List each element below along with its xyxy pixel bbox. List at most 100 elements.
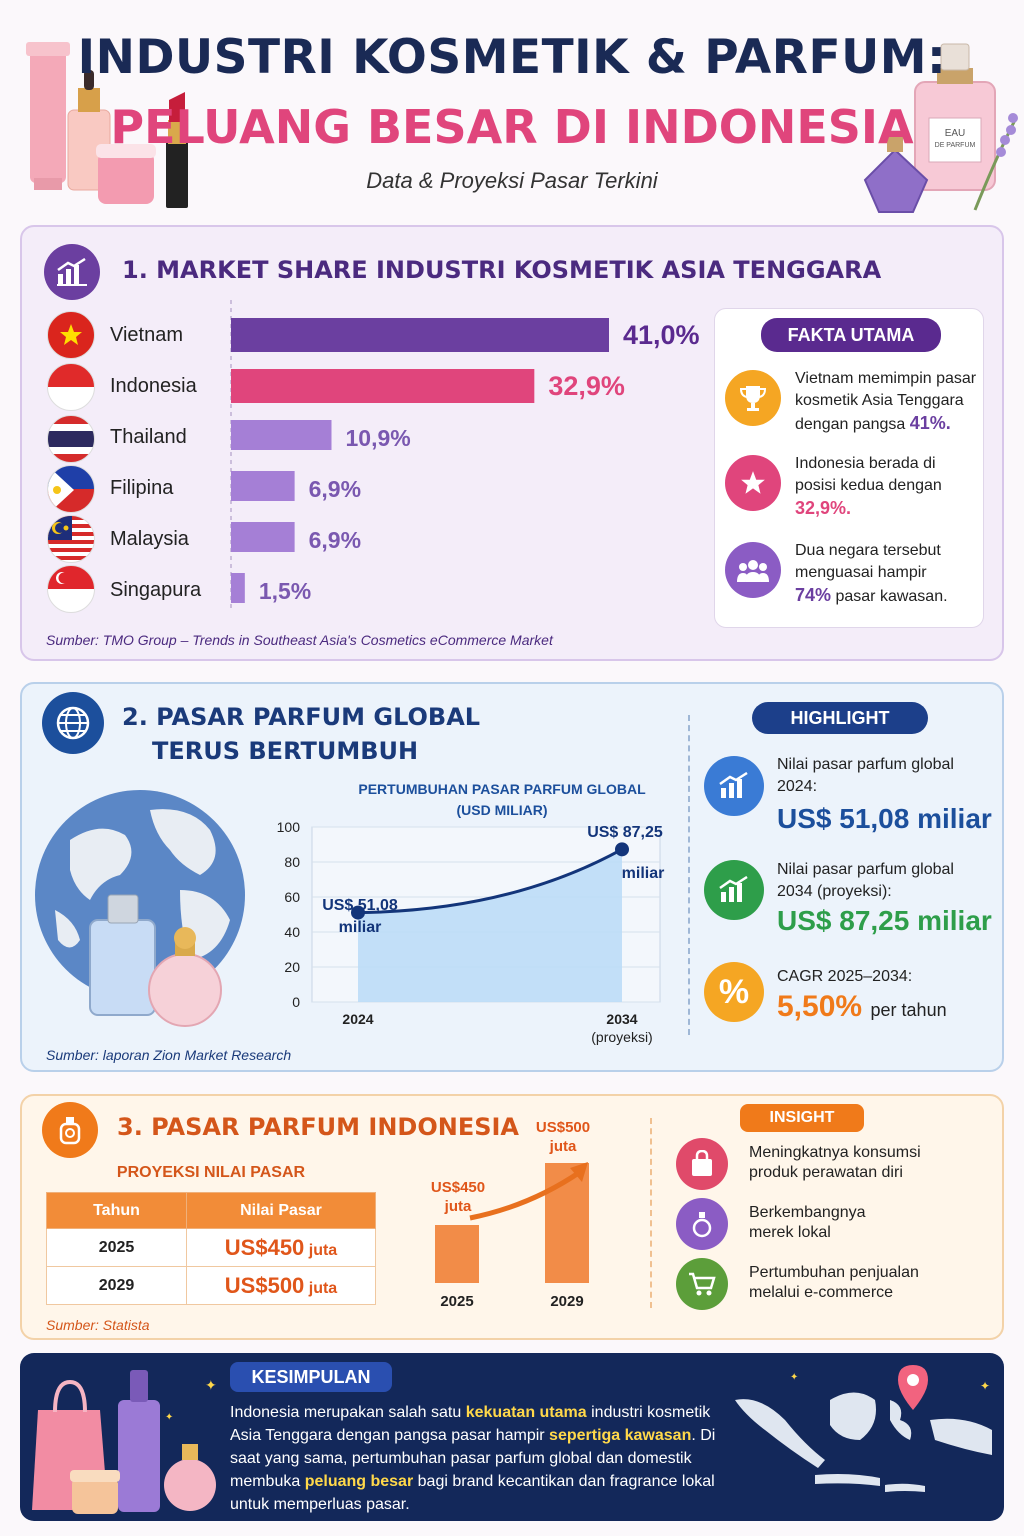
highlight-1-label: Nilai pasar parfum global 2024:: [777, 756, 954, 795]
bar-value-label: 6,9%: [309, 476, 361, 502]
data-point: [351, 905, 365, 920]
page-subtitle: Data & Proyeksi Pasar Terkini: [366, 168, 658, 193]
x-tick-label: 2024: [342, 1011, 373, 1027]
indonesia-perfume-bar-chart: 2025 2029 US$450 juta US$500 juta: [431, 1119, 590, 1310]
country-label: Singapura: [110, 579, 202, 601]
table-cell-value: US$450 juta: [186, 1228, 376, 1267]
shopping-products-illustration: ✦ ✦: [30, 1360, 220, 1520]
country-label: Malaysia: [110, 528, 190, 550]
market-share-bar: [231, 471, 295, 501]
y-tick-label: 0: [292, 994, 300, 1010]
table-header-value: Nilai Pasar: [186, 1192, 376, 1229]
conclusion-p3: . Di saat yang sama, pertumbuhan pasar p…: [230, 1427, 716, 1490]
trophy-icon: [725, 370, 781, 426]
insight-2: Berkembangnya merek lokal: [749, 1204, 866, 1241]
market-share-bar: [231, 522, 295, 552]
svg-text:✦: ✦: [205, 1377, 217, 1393]
svg-text:✦: ✦: [980, 1379, 990, 1393]
fact-1-highlight: 41%.: [909, 413, 951, 433]
star-icon: [725, 455, 781, 511]
perfume-illustration: [855, 40, 1020, 220]
bottle-label-eau: EAU: [944, 128, 966, 139]
cart-icon: [676, 1258, 728, 1310]
growth-arrow: [469, 1169, 582, 1221]
section2-title-line1: 2. PASAR PARFUM GLOBAL: [122, 703, 481, 731]
area-fill: [358, 849, 622, 1002]
shopping-bag-icon: [676, 1138, 728, 1190]
bottle-label-de-parfum: DE PARFUM: [934, 142, 976, 149]
projection-bar: [435, 1225, 479, 1283]
x-tick-label: 2034: [606, 1011, 637, 1027]
percent-icon: %: [704, 962, 764, 1022]
data-label: miliar: [339, 919, 382, 936]
data-label: US$ 51,08: [322, 897, 398, 914]
bar-value-label: US$500: [536, 1119, 590, 1136]
chart-title-line1: PERTUMBUHAN PASAR PARFUM GLOBAL: [358, 781, 646, 797]
table-value: US$450: [224, 1234, 305, 1260]
table-cell-year: 2029: [46, 1266, 187, 1305]
table-header-year: Tahun: [46, 1192, 187, 1229]
highlight-title: HIGHLIGHT: [752, 702, 928, 734]
fact-2: Indonesia berada di posisi kedua dengan …: [795, 453, 965, 521]
highlight-3-label: CAGR 2025–2034:: [777, 968, 913, 985]
table-row: 2025 US$450 juta: [46, 1228, 376, 1267]
data-point: [615, 842, 629, 857]
section2-title-line2: TERUS BERTUMBUH: [152, 737, 419, 765]
data-label: US$ 87,25: [587, 824, 663, 841]
x-tick-sublabel: (proyeksi): [591, 1029, 652, 1045]
bar-value-label: juta: [549, 1138, 577, 1155]
conclusion-p2: industri kosmetik Asia Tenggara dengan p…: [230, 1404, 711, 1444]
market-share-bar: [231, 369, 535, 403]
chart-growth-icon: [44, 244, 100, 300]
section3-source: Sumber: Statista: [46, 1317, 150, 1333]
bar-value-label: 10,9%: [345, 425, 410, 451]
flag-singapore: [47, 565, 95, 613]
section3-title: 3. PASAR PARFUM INDONESIA: [117, 1113, 519, 1141]
y-tick-label: 100: [277, 819, 301, 835]
conclusion-title: KESIMPULAN: [230, 1362, 392, 1392]
fact-3-text: Dua negara tersebut menguasai hampir: [795, 542, 941, 581]
insight-1: Meningkatnya konsumsi produk perawatan d…: [749, 1144, 921, 1181]
fact-3: Dua negara tersebut menguasai hampir 74%…: [795, 540, 965, 608]
highlight-2-value: US$ 87,25 miliar: [777, 905, 992, 936]
conclusion-text: Indonesia merupakan salah satu kekuatan …: [230, 1401, 730, 1516]
table-unit: juta: [308, 1279, 338, 1297]
market-share-bar: [231, 318, 609, 352]
conclusion-p4: bagi brand kecantikan dan fragrance loka…: [230, 1473, 715, 1513]
page-title-line1: INDUSTRI KOSMETIK & PARFUM:: [77, 30, 947, 85]
table-cell-year: 2025: [46, 1228, 187, 1267]
conclusion-h3: peluang besar: [304, 1473, 414, 1490]
country-label: Indonesia: [110, 375, 198, 397]
perfume-icon: [676, 1198, 728, 1250]
flag-malaysia: [47, 515, 95, 563]
highlight-3-value-row: 5,50% per tahun: [777, 990, 947, 1024]
y-tick-label: 80: [284, 854, 300, 870]
people-icon: [725, 542, 781, 598]
insight-3: Pertumbuhan penjualan melalui e-commerce: [749, 1264, 919, 1301]
y-tick-label: 40: [284, 924, 300, 940]
bar-value-label: 32,9%: [548, 371, 625, 401]
table-value: US$500: [224, 1272, 305, 1298]
globe-perfume-illustration: [30, 780, 265, 1030]
country-label: Filipina: [110, 477, 174, 499]
bar-value-label: US$450: [431, 1179, 485, 1196]
perfume-bottle-icon: [42, 1102, 98, 1158]
conclusion-p1: Indonesia merupakan salah satu: [230, 1404, 462, 1421]
flag-philippines: [47, 465, 95, 513]
table-row: 2029 US$500 juta: [46, 1266, 376, 1305]
section2-divider: [688, 715, 690, 1035]
bar-value-label: 1,5%: [259, 578, 311, 604]
global-perfume-growth-chart: PERTUMBUHAN PASAR PARFUM GLOBAL (USD MILI…: [277, 781, 665, 1045]
highlight-3-value: 5,50%: [777, 990, 863, 1023]
indonesia-map-illustration: ✦ ✦: [730, 1360, 1000, 1518]
chart-up-icon: [704, 756, 764, 816]
table-unit: juta: [308, 1241, 338, 1259]
section1-title: 1. MARKET SHARE INDUSTRI KOSMETIK ASIA T…: [122, 256, 882, 284]
svg-text:✦: ✦: [790, 1372, 798, 1383]
section3-divider: [650, 1118, 652, 1308]
market-projection-table: Tahun Nilai Pasar 2025 US$450 juta 2029 …: [46, 1192, 376, 1305]
series-line: [357, 847, 623, 915]
section1-source: Sumber: TMO Group – Trends in Southeast …: [46, 632, 553, 648]
market-share-bar: [231, 573, 245, 603]
table-cell-value: US$500 juta: [186, 1266, 376, 1305]
